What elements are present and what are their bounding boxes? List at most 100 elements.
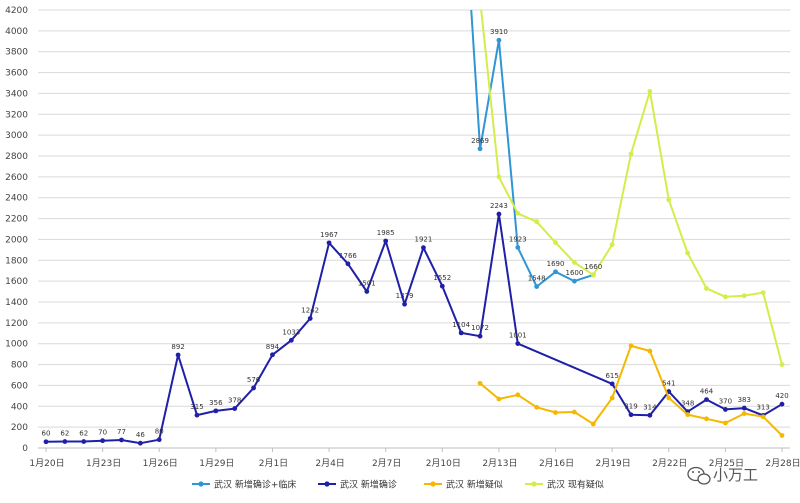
x-tick-label: 2月7日 [372, 458, 401, 469]
y-tick-label: 1400 [5, 298, 28, 308]
axes: 0 200 400 600 800 1000 1200 1400 1600 1800 2000 220… [5, 6, 800, 469]
data-label: 1552 [433, 274, 451, 282]
legend-label: 武汉 现有疑似 [547, 479, 604, 491]
data-point [137, 440, 143, 446]
data-point [307, 316, 313, 321]
data-point [62, 439, 68, 444]
data-label: 1072 [471, 324, 489, 332]
data-point [666, 197, 672, 203]
x-tick-label: 2月13日 [482, 458, 517, 469]
data-point [496, 174, 502, 180]
data-label: 46 [136, 431, 145, 439]
y-tick-label: 1200 [5, 319, 28, 329]
y-tick-label: 2200 [5, 215, 28, 225]
data-point [421, 245, 426, 251]
data-point [175, 352, 181, 358]
series-2 [43, 211, 785, 446]
data-label: 1001 [509, 332, 527, 340]
data-point [496, 37, 502, 43]
data-label: 1242 [301, 306, 319, 314]
y-tick-label: 4200 [5, 6, 28, 16]
data-label: 3910 [490, 28, 508, 36]
data-label: 77 [117, 428, 126, 436]
legend-label: 武汉 新增确诊+临床 [214, 479, 296, 491]
data-label: 1104 [452, 321, 470, 329]
data-point [288, 337, 294, 343]
data-point [458, 330, 464, 336]
series-3 [477, 343, 785, 438]
data-point [722, 407, 728, 412]
data-point [439, 283, 445, 289]
data-point [704, 397, 709, 403]
data-label: 1660 [584, 263, 602, 271]
data-point [326, 240, 332, 246]
data-point [270, 352, 275, 358]
data-label: 70 [98, 429, 107, 437]
y-tick-label: 4000 [5, 27, 28, 37]
data-point [666, 395, 672, 401]
data-point [515, 210, 521, 216]
data-point [515, 341, 521, 347]
data-point [553, 269, 558, 275]
data-point [590, 272, 596, 278]
data-label: 1923 [509, 235, 527, 243]
legend-item: 武汉 现有疑似 [525, 479, 604, 491]
legend-label: 武汉 新增疑似 [446, 479, 503, 491]
data-point [609, 395, 615, 401]
series-line [45, 213, 783, 445]
data-point [722, 420, 728, 426]
legend-item: 武汉 新增疑似 [424, 479, 503, 491]
data-point [741, 293, 747, 299]
y-tick-label: 3600 [5, 69, 28, 79]
legend-swatch-marker [198, 481, 204, 487]
data-point [534, 284, 540, 289]
x-tick-label: 1月29日 [199, 458, 234, 469]
data-label: 615 [605, 372, 618, 380]
data-label: 1766 [339, 252, 357, 260]
data-label: 464 [700, 388, 714, 396]
data-point [741, 405, 747, 411]
data-point [647, 88, 653, 94]
data-point [628, 343, 634, 349]
data-label: 313 [756, 403, 769, 411]
data-point [553, 240, 558, 245]
data-label: 894 [266, 343, 280, 351]
y-tick-label: 3200 [5, 110, 28, 120]
x-tick-label: 2月4日 [315, 458, 344, 469]
data-point [572, 259, 577, 265]
data-point [43, 439, 49, 445]
data-label: 1033 [282, 328, 300, 336]
data-point [741, 411, 747, 416]
data-point [704, 416, 709, 422]
data-label: 80 [155, 428, 164, 436]
data-point [685, 250, 691, 256]
y-tick-label: 2400 [5, 194, 28, 204]
x-tick-label: 2月16日 [539, 458, 574, 469]
data-point [402, 301, 407, 307]
x-tick-label: 1月23日 [86, 458, 121, 469]
data-point [496, 211, 502, 217]
data-label: 1967 [320, 231, 338, 239]
y-tick-label: 200 [11, 423, 28, 433]
data-point [779, 433, 785, 438]
data-point [760, 414, 766, 420]
data-label: 60 [42, 430, 51, 438]
data-label: 370 [719, 397, 732, 405]
y-tick-label: 3000 [5, 131, 28, 141]
y-tick-label: 2000 [5, 235, 28, 245]
data-point [81, 439, 87, 444]
data-point [119, 437, 124, 443]
x-tick-label: 1月26日 [143, 458, 178, 469]
data-label: 576 [247, 376, 261, 384]
data-point [496, 396, 502, 402]
data-label: 2243 [490, 202, 508, 210]
legend-item: 武汉 新增确诊+临床 [192, 479, 296, 491]
data-point [477, 380, 483, 386]
data-point [572, 409, 577, 415]
data-label: 315 [190, 403, 203, 411]
legend-item: 武汉 新增确诊 [318, 479, 397, 491]
x-tick-label: 2月28日 [765, 458, 800, 469]
watermark: 小万工 [687, 466, 758, 485]
